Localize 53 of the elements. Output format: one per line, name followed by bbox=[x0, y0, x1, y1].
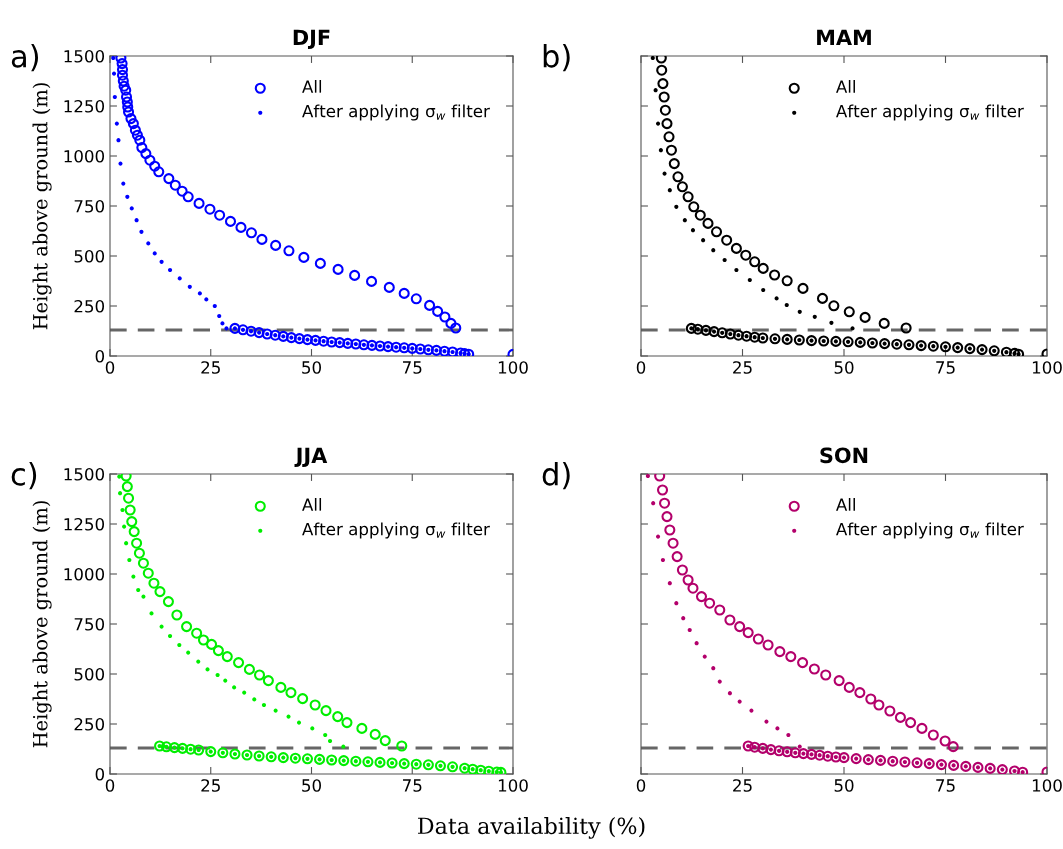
legend-label: All bbox=[302, 498, 322, 511]
legend-label: After applying σ$_{w}$ filter bbox=[836, 104, 1024, 121]
y-tick-label: 0 bbox=[95, 349, 105, 363]
y-tick-label: 500 bbox=[74, 249, 105, 263]
x-tick-label: 100 bbox=[1032, 361, 1062, 374]
y-tick-label: 250 bbox=[74, 717, 105, 731]
x-tick-label: 100 bbox=[1032, 779, 1062, 792]
x-tick-label: 75 bbox=[936, 361, 955, 374]
y-tick-label: 1500 bbox=[64, 49, 105, 63]
x-tick-label: 50 bbox=[834, 779, 854, 792]
legend-label: After applying σ$_{w}$ filter bbox=[836, 522, 1024, 539]
x-tick-label: 50 bbox=[834, 361, 854, 374]
y-tick-label: 750 bbox=[74, 199, 105, 213]
x-tick-label: 75 bbox=[936, 779, 955, 792]
x-axis-title: Data availability (%) bbox=[418, 816, 645, 839]
y-tick-label: 250 bbox=[74, 299, 105, 313]
legend-label: All bbox=[302, 80, 322, 93]
y-tick-label: 500 bbox=[74, 667, 105, 681]
legend-label: All bbox=[836, 498, 855, 511]
chart-title: SON bbox=[820, 447, 868, 464]
x-tick-label: 50 bbox=[302, 779, 321, 792]
legend-label: All bbox=[836, 80, 855, 93]
legend-label: After applying σ$_{w}$ filter bbox=[302, 104, 490, 121]
chart-title: DJF bbox=[293, 29, 330, 50]
text: d) bbox=[542, 462, 570, 490]
x-tick-label: 100 bbox=[498, 779, 528, 792]
chart-title: JJA bbox=[294, 447, 328, 468]
text: b) bbox=[543, 44, 570, 72]
x-tick-label: 75 bbox=[403, 779, 422, 792]
x-tick-label: 50 bbox=[302, 361, 321, 374]
y-tick-label: 1000 bbox=[64, 149, 105, 163]
x-tick-label: 0 bbox=[105, 779, 115, 792]
x-tick-label: 0 bbox=[105, 361, 115, 374]
y-tick-label: 750 bbox=[74, 617, 105, 631]
y-axis-title: Height above ground (m) bbox=[32, 501, 52, 748]
y-axis-title: Height above ground (m) bbox=[32, 83, 52, 330]
x-tick-label: 0 bbox=[636, 779, 646, 792]
y-tick-label: 1250 bbox=[64, 99, 105, 113]
legend-label: After applying σ$_{w}$ filter bbox=[302, 522, 490, 539]
y-tick-label: 1500 bbox=[64, 467, 105, 481]
y-tick-label: 1250 bbox=[64, 517, 105, 531]
x-tick-label: 75 bbox=[403, 361, 422, 374]
text: c) bbox=[11, 462, 37, 490]
x-tick-label: 25 bbox=[201, 361, 220, 374]
chart-title: MAM bbox=[817, 29, 871, 45]
x-tick-label: 25 bbox=[733, 779, 752, 792]
y-tick-label: 1000 bbox=[64, 567, 105, 581]
x-tick-label: 0 bbox=[636, 361, 646, 374]
x-tick-label: 25 bbox=[201, 779, 220, 792]
x-tick-label: 25 bbox=[733, 361, 752, 374]
text: a) bbox=[11, 44, 39, 72]
y-tick-label: 0 bbox=[95, 767, 105, 781]
x-tick-label: 100 bbox=[498, 361, 528, 374]
